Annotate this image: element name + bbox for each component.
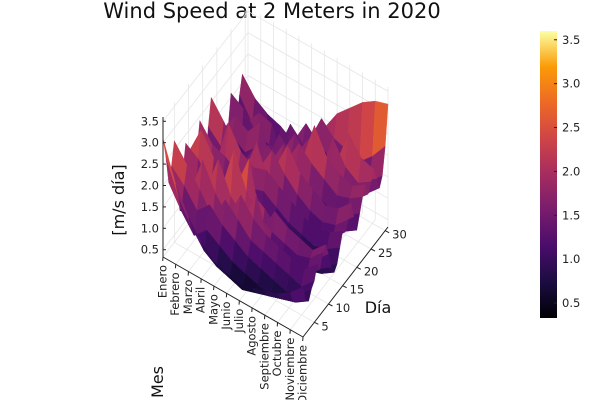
z-tick-label: 1.0 bbox=[141, 221, 159, 235]
colorbar-tick-label: 3.5 bbox=[562, 33, 580, 47]
month-tick-label: Mayo bbox=[206, 294, 220, 325]
z-tick-label: 3.0 bbox=[141, 136, 159, 150]
colorbar-tick-label: 3.0 bbox=[562, 77, 580, 91]
month-tick-label: Octubre bbox=[270, 331, 284, 377]
y-axis-label: Día bbox=[365, 298, 392, 317]
z-tick-label: 0.5 bbox=[141, 243, 159, 257]
grid-line bbox=[247, 32, 389, 114]
day-tick-mark bbox=[328, 303, 333, 307]
z-tick-label: 1.5 bbox=[141, 200, 159, 214]
z-tick-label: 3.5 bbox=[141, 114, 159, 128]
colorbar-tick-label: 0.5 bbox=[562, 296, 580, 310]
z-tick-label: 2.5 bbox=[141, 157, 159, 171]
colorbar-gradient bbox=[540, 31, 557, 318]
month-tick-label: Abril bbox=[194, 287, 208, 313]
grid-line bbox=[162, 11, 249, 122]
z-axis-label: [m/s día] bbox=[109, 164, 128, 235]
day-tick-label: 20 bbox=[364, 264, 379, 278]
colorbar-tick-label: 1.0 bbox=[562, 252, 580, 266]
month-tick-label: Noviembre bbox=[283, 338, 297, 400]
month-tick-label: Julio bbox=[232, 309, 246, 334]
month-tick-label: Diciembre bbox=[296, 345, 310, 400]
grid-line bbox=[162, 53, 249, 165]
day-tick-label: 30 bbox=[392, 228, 407, 242]
month-tick-label: Junio bbox=[219, 301, 233, 330]
z-tick-label: 2.0 bbox=[141, 179, 159, 193]
day-tick-mark bbox=[314, 321, 319, 325]
surface-patch bbox=[372, 100, 389, 157]
month-axis-line bbox=[162, 256, 304, 338]
grid-line bbox=[162, 32, 249, 143]
day-tick-label: 5 bbox=[321, 319, 328, 333]
surface-patch bbox=[290, 286, 307, 302]
x-axis-label: Mes bbox=[148, 366, 167, 398]
colorbar: 0.5 1.0 1.5 2.0 2.5 3.0 3.5 bbox=[540, 31, 580, 318]
month-tick-label: Agosto bbox=[245, 316, 259, 356]
month-tick-label: Marzo bbox=[181, 280, 195, 315]
day-tick-mark bbox=[342, 285, 347, 289]
day-tick-label: 25 bbox=[378, 246, 393, 260]
colorbar-tick-label: 2.5 bbox=[562, 121, 580, 135]
month-tick-label: Septiembre bbox=[257, 323, 271, 390]
month-tick-label: Febrero bbox=[168, 272, 182, 315]
grid-line bbox=[247, 10, 389, 92]
chart-title: Wind Speed at 2 Meters in 2020 bbox=[103, 0, 440, 23]
colorbar-tick-label: 2.0 bbox=[562, 164, 580, 178]
colorbar-tick-label: 1.5 bbox=[562, 208, 580, 222]
month-tick-label: Enero bbox=[156, 265, 170, 298]
day-tick-label: 10 bbox=[336, 301, 351, 315]
day-tick-mark bbox=[370, 248, 376, 252]
day-axis-line bbox=[302, 226, 389, 338]
day-tick-label: 15 bbox=[350, 283, 365, 297]
day-tick-mark bbox=[384, 230, 390, 234]
grid-line bbox=[289, 219, 376, 330]
day-tick-mark bbox=[356, 266, 362, 270]
axes: 0.5 1.0 1.5 2.0 2.5 3.0 3.5 EneroFebreroMarzoAb… bbox=[141, 114, 407, 400]
surface bbox=[162, 73, 389, 303]
